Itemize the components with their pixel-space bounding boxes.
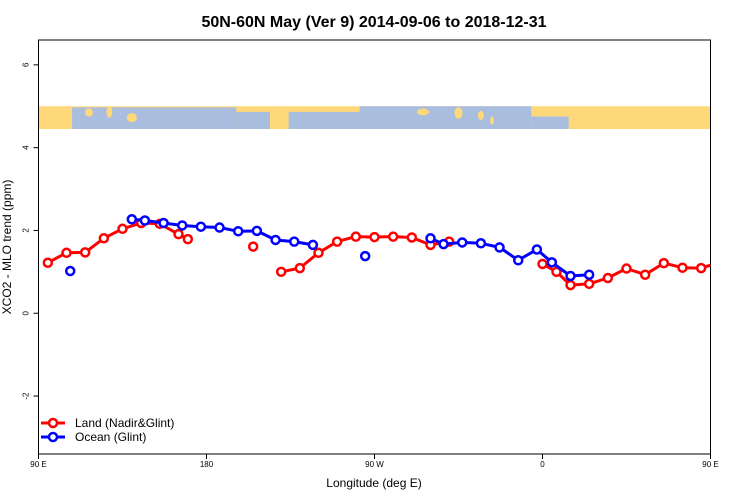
data-point: [565, 279, 576, 291]
data-point: [695, 262, 707, 274]
x-tick-label: 90 E: [30, 460, 46, 469]
y-tick-label: 2: [22, 228, 31, 233]
data-point: [677, 262, 688, 273]
y-tick-label: -2: [22, 392, 31, 400]
map-island: [533, 109, 544, 117]
legend: Land (Nadir&Glint) Ocean (Glint): [41, 416, 174, 444]
data-point: [551, 266, 562, 278]
data-point: [602, 272, 614, 284]
data-point: [494, 242, 505, 253]
map-island: [477, 110, 484, 120]
legend-ocean-label: Ocean (Glint): [75, 430, 146, 444]
data-point: [331, 236, 343, 247]
y-tick-label: 0: [22, 310, 31, 315]
data-point: [158, 217, 169, 229]
data-point: [716, 258, 724, 266]
map-ocean-patch: [288, 111, 360, 130]
data-point: [583, 278, 595, 290]
data-point: [621, 263, 632, 274]
data-point: [42, 257, 54, 268]
data-point: [565, 270, 576, 282]
legend-land-marker: [47, 417, 59, 429]
map-ocean-patch: [531, 116, 569, 130]
data-point: [456, 237, 468, 248]
y-axis-label: XCO2 - MLO trend (ppm): [0, 180, 14, 315]
map-island: [490, 116, 495, 125]
data-point: [475, 238, 487, 249]
data-point: [583, 269, 595, 280]
x-tick-label: 0: [540, 460, 545, 469]
data-point: [195, 221, 207, 232]
data-point: [735, 249, 743, 257]
data-point: [537, 258, 548, 270]
data-point: [232, 226, 244, 237]
series-line: [280, 235, 450, 274]
data-point: [639, 269, 651, 280]
data-point: [176, 220, 188, 231]
map-island: [106, 106, 113, 118]
data-point: [288, 236, 300, 247]
series-layer: [42, 214, 743, 291]
data-point: [251, 225, 263, 237]
data-point: [182, 233, 194, 245]
data-point: [173, 228, 184, 240]
y-axis: -2 0 2 4 6: [22, 62, 39, 400]
data-point: [406, 232, 418, 243]
series-ocean: [64, 214, 595, 282]
data-point: [531, 244, 543, 255]
y-tick-label: 4: [22, 145, 31, 150]
data-point: [64, 265, 76, 277]
data-point: [139, 215, 151, 226]
data-point: [117, 223, 128, 235]
map-ocean-patch: [236, 111, 270, 130]
data-point: [425, 233, 436, 244]
x-axis-label: Longitude (deg E): [326, 476, 421, 490]
series-line: [429, 236, 590, 278]
series-land: [42, 217, 743, 291]
data-point: [294, 262, 306, 274]
world-map-strip: [38, 106, 711, 130]
data-point: [270, 234, 281, 246]
chart-title: 50N-60N May (Ver 9) 2014-09-06 to 2018-1…: [201, 14, 546, 31]
data-point: [350, 231, 362, 242]
data-point: [214, 222, 225, 233]
data-point: [61, 247, 72, 259]
x-tick-label: 90 W: [365, 460, 384, 469]
map-island: [84, 108, 93, 117]
data-point: [307, 239, 319, 251]
x-axis: 90 E 180 90 W 0 90 E: [30, 454, 719, 469]
data-point: [369, 231, 380, 243]
data-point: [275, 266, 287, 278]
map-ocean-patch: [359, 106, 532, 130]
data-point: [79, 247, 91, 258]
map-ocean-patch: [72, 107, 237, 130]
data-point: [126, 214, 138, 225]
legend-ocean-marker: [47, 431, 59, 443]
x-tick-label: 90 E: [702, 460, 718, 469]
data-point: [512, 254, 524, 266]
data-point: [387, 231, 399, 242]
legend-land-label: Land (Nadir&Glint): [75, 416, 174, 430]
data-point: [98, 233, 110, 244]
x-tick-label: 180: [200, 460, 214, 469]
y-tick-label: 6: [22, 62, 31, 67]
map-island: [126, 113, 137, 123]
data-point: [438, 238, 449, 250]
data-point: [313, 247, 324, 259]
data-point: [546, 257, 558, 268]
plot-frame: [38, 39, 711, 455]
data-point: [658, 257, 670, 269]
data-point: [359, 250, 371, 262]
map-island: [454, 107, 463, 119]
map-island: [417, 108, 430, 116]
data-point: [247, 241, 259, 252]
